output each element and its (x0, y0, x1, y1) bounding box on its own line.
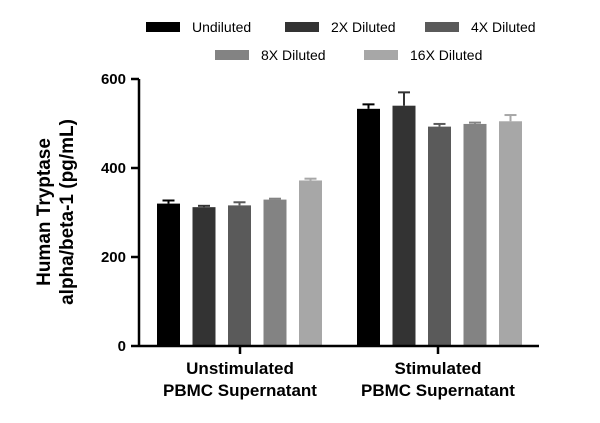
legend-swatch (364, 50, 398, 60)
legend-swatch (285, 22, 319, 32)
legend-label: Undiluted (192, 19, 251, 35)
legend-swatch (146, 22, 180, 32)
bars-layer (157, 91, 522, 347)
legend-item: 2X Diluted (285, 19, 396, 35)
legend-item: 8X Diluted (215, 47, 326, 63)
y-tick-label: 200 (101, 249, 126, 266)
axes (137, 79, 539, 348)
legend-swatch (215, 50, 249, 60)
bar (228, 205, 251, 346)
bar (357, 108, 380, 346)
legend-label: 16X Diluted (410, 47, 482, 63)
y-tick-label: 400 (101, 160, 126, 177)
legend-item: 16X Diluted (364, 47, 482, 63)
legend-item: 4X Diluted (425, 19, 536, 35)
bar (299, 180, 322, 346)
y-axis-title-line1: Human Tryptase (34, 138, 55, 286)
x-category-label-line1: Stimulated (395, 359, 482, 378)
bar (392, 105, 416, 346)
y-axis-title-line2: alpha/beta-1 (pg/mL) (57, 119, 78, 305)
bar (263, 199, 287, 346)
legend-swatch (425, 22, 459, 32)
x-category-label-line2: PBMC Supernatant (361, 381, 515, 400)
x-category-label-line2: PBMC Supernatant (163, 381, 317, 400)
legend-label: 4X Diluted (471, 19, 536, 35)
bar (428, 126, 451, 347)
bar (499, 121, 522, 347)
y-ticks: 0 200 400 600 (101, 71, 139, 355)
bar (463, 123, 487, 346)
x-category-labels: Unstimulated PBMC Supernatant Stimulated PB… (163, 346, 515, 400)
x-category-label-line1: Unstimulated (186, 359, 294, 378)
legend-label: 8X Diluted (261, 47, 326, 63)
y-tick-label: 0 (118, 338, 126, 355)
bar (192, 207, 216, 346)
bar (157, 203, 180, 346)
legend: Undiluted 2X Diluted 4X Diluted 8X Diluted 1… (146, 19, 536, 63)
legend-item: Undiluted (146, 19, 251, 35)
legend-label: 2X Diluted (331, 19, 396, 35)
y-tick-label: 600 (101, 71, 126, 88)
